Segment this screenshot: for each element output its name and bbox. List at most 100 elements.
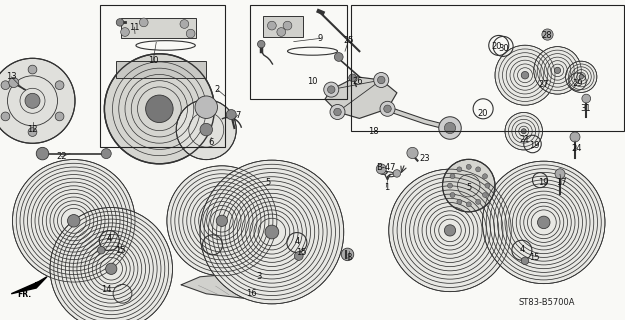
Text: 30: 30	[498, 44, 509, 52]
Text: 3: 3	[257, 272, 262, 281]
Ellipse shape	[555, 169, 565, 179]
Text: 10: 10	[308, 77, 318, 86]
Ellipse shape	[450, 192, 455, 197]
Ellipse shape	[101, 148, 111, 159]
Text: 29: 29	[573, 79, 583, 88]
Ellipse shape	[466, 164, 471, 169]
Text: 11: 11	[129, 23, 139, 32]
Ellipse shape	[448, 183, 452, 188]
Ellipse shape	[389, 169, 511, 292]
Text: 26: 26	[352, 77, 363, 86]
Ellipse shape	[176, 100, 236, 160]
Ellipse shape	[28, 128, 37, 136]
Text: 23: 23	[420, 154, 431, 163]
Ellipse shape	[439, 117, 461, 139]
Ellipse shape	[28, 65, 37, 74]
Text: 22: 22	[56, 152, 66, 161]
Ellipse shape	[121, 28, 129, 36]
Bar	[116, 61, 206, 78]
Ellipse shape	[104, 54, 214, 164]
Ellipse shape	[579, 75, 584, 79]
Ellipse shape	[55, 112, 64, 121]
Ellipse shape	[384, 105, 391, 113]
Ellipse shape	[380, 101, 395, 116]
Ellipse shape	[200, 123, 212, 136]
Ellipse shape	[146, 95, 173, 123]
Ellipse shape	[268, 21, 276, 30]
Ellipse shape	[283, 21, 292, 30]
Text: 15: 15	[296, 248, 306, 257]
Text: 19: 19	[529, 141, 539, 150]
Ellipse shape	[450, 174, 455, 179]
Text: 9: 9	[318, 34, 322, 43]
Ellipse shape	[258, 40, 265, 48]
Bar	[351, 5, 624, 131]
Ellipse shape	[476, 199, 481, 204]
Text: 15: 15	[529, 253, 539, 262]
Bar	[262, 16, 303, 37]
Ellipse shape	[25, 93, 40, 108]
Text: 25: 25	[344, 36, 354, 44]
Text: 27: 27	[539, 80, 549, 89]
Polygon shape	[181, 274, 284, 298]
Ellipse shape	[582, 94, 591, 103]
Ellipse shape	[1, 81, 10, 90]
Ellipse shape	[495, 45, 555, 105]
Ellipse shape	[570, 132, 580, 142]
Ellipse shape	[12, 160, 135, 282]
Ellipse shape	[328, 86, 335, 93]
Polygon shape	[11, 277, 47, 294]
Ellipse shape	[334, 108, 341, 116]
Text: 12: 12	[28, 125, 38, 134]
Text: 1: 1	[384, 183, 389, 192]
Ellipse shape	[442, 159, 495, 212]
Ellipse shape	[482, 192, 488, 197]
Ellipse shape	[106, 263, 117, 275]
Text: 5: 5	[466, 183, 471, 192]
Text: 14: 14	[101, 285, 111, 294]
Text: 20: 20	[492, 42, 502, 51]
Text: 20: 20	[478, 109, 488, 118]
Ellipse shape	[457, 199, 462, 204]
Ellipse shape	[378, 76, 385, 84]
Text: 5: 5	[265, 178, 270, 187]
Ellipse shape	[407, 147, 418, 159]
Text: 10: 10	[148, 56, 158, 65]
Bar	[250, 5, 347, 99]
Ellipse shape	[482, 161, 605, 284]
Text: 2: 2	[215, 85, 220, 94]
Text: 28: 28	[541, 31, 552, 40]
Ellipse shape	[9, 77, 19, 88]
Bar	[121, 18, 196, 38]
Ellipse shape	[334, 52, 343, 61]
Ellipse shape	[538, 216, 550, 229]
Ellipse shape	[167, 166, 277, 276]
Ellipse shape	[542, 29, 553, 40]
Ellipse shape	[476, 167, 481, 172]
Ellipse shape	[330, 105, 345, 119]
Ellipse shape	[566, 61, 597, 92]
Ellipse shape	[68, 214, 80, 227]
Ellipse shape	[180, 20, 189, 28]
Text: 24: 24	[571, 144, 581, 153]
Ellipse shape	[116, 19, 124, 26]
Ellipse shape	[98, 246, 105, 254]
Ellipse shape	[294, 252, 303, 260]
Polygon shape	[325, 77, 397, 118]
Ellipse shape	[444, 122, 456, 134]
Text: 4: 4	[107, 234, 112, 243]
Ellipse shape	[505, 112, 542, 150]
Ellipse shape	[200, 160, 344, 304]
Text: 31: 31	[580, 104, 591, 113]
Ellipse shape	[521, 71, 529, 79]
Ellipse shape	[482, 174, 488, 179]
Bar	[100, 5, 225, 147]
Ellipse shape	[216, 215, 227, 227]
Text: 13: 13	[6, 72, 17, 81]
Ellipse shape	[324, 82, 339, 97]
Ellipse shape	[349, 74, 356, 82]
Text: 16: 16	[246, 289, 257, 298]
Text: 15: 15	[116, 246, 126, 255]
Ellipse shape	[186, 29, 195, 38]
Ellipse shape	[36, 147, 49, 160]
